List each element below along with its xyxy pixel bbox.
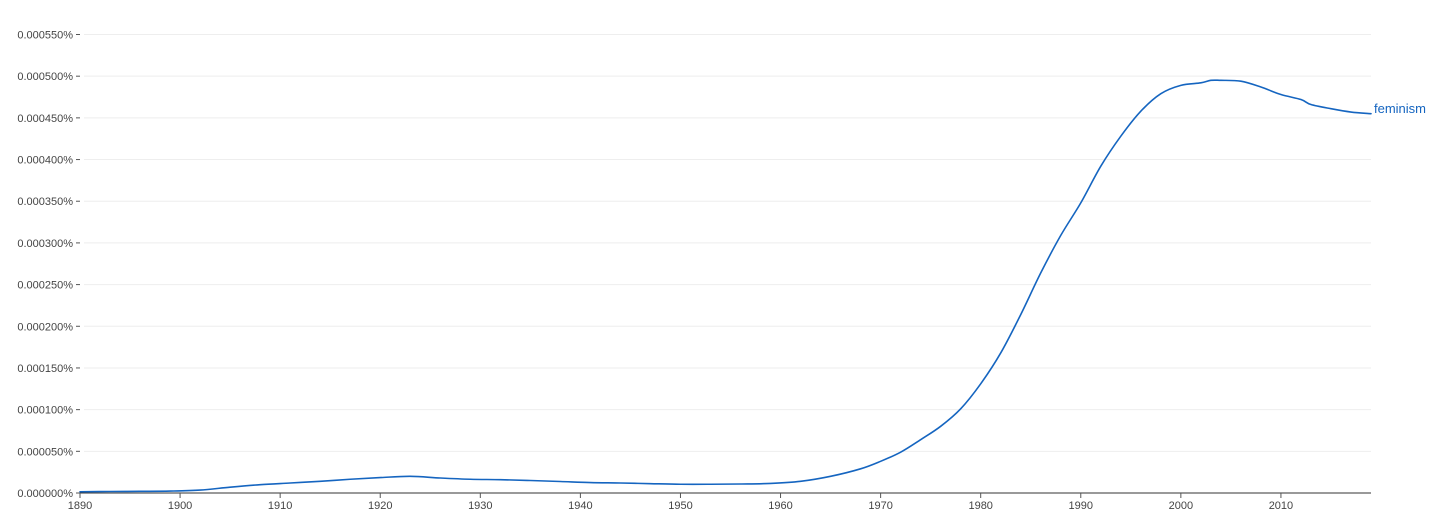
x-tick-label: 1950 <box>668 500 692 512</box>
x-tick-label: 1910 <box>268 500 292 512</box>
series-label[interactable]: feminism <box>1374 101 1426 116</box>
y-tick-label: 0.000000% <box>17 488 73 500</box>
y-tick-label: 0.000500% <box>17 71 73 83</box>
y-tick-label: 0.000100% <box>17 405 73 417</box>
y-tick-label: 0.000400% <box>17 155 73 167</box>
x-axis: 1890 1900 1910 1920 1930 1940 1950 1960 1970 1980… <box>68 492 1371 512</box>
x-tick-label: 1970 <box>868 500 892 512</box>
series-line-feminism[interactable] <box>79 79 1372 493</box>
y-tick-label: 0.000300% <box>17 238 73 250</box>
grid-lines <box>84 34 1371 452</box>
x-tick-label: 2000 <box>1169 500 1193 512</box>
x-tick-label: 1940 <box>568 500 592 512</box>
y-tick-label: 0.000450% <box>17 113 73 125</box>
x-tick-label: 1890 <box>68 500 92 512</box>
x-tick-label: 1990 <box>1069 500 1093 512</box>
y-tick-label: 0.000200% <box>17 321 73 333</box>
x-tick-label: 2010 <box>1269 500 1293 512</box>
y-tick-label: 0.000350% <box>17 196 73 208</box>
series-layer: feminism <box>79 79 1426 493</box>
y-tick-label: 0.000550% <box>17 30 73 42</box>
y-tick-label: 0.000050% <box>17 446 73 458</box>
x-tick-label: 1960 <box>768 500 792 512</box>
x-tick-label: 1930 <box>468 500 492 512</box>
x-tick-label: 1980 <box>968 500 992 512</box>
y-tick-label: 0.000250% <box>17 280 73 292</box>
x-tick-label: 1900 <box>168 500 192 512</box>
x-tick-label: 1920 <box>368 500 392 512</box>
y-tick-label: 0.000150% <box>17 363 73 375</box>
y-axis: 0.000000% 0.000050% 0.000100% 0.000150% 0.00… <box>17 30 80 500</box>
